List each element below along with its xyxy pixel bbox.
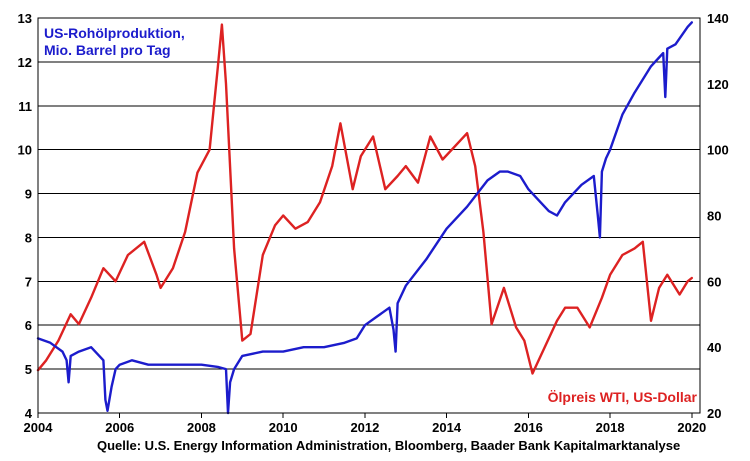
series-line-wti [36, 23, 693, 375]
x-tick-label: 2018 [596, 420, 625, 435]
left-tick-label: 11 [18, 99, 32, 114]
left-tick-label: 6 [25, 318, 32, 333]
grid [38, 61, 700, 370]
series-label-production: US-Rohölproduktion, Mio. Barrel pro Tag [44, 25, 189, 58]
right-axis: 20 40 60 80 100 120 140 [707, 11, 729, 421]
series-label-wti: Ölpreis WTI, US-Dollar [548, 389, 698, 405]
x-tick-label: 2020 [677, 420, 706, 435]
x-tick-label: 2010 [269, 420, 298, 435]
plot-frame [37, 17, 701, 414]
left-tick-label: 12 [18, 55, 32, 70]
x-tick-label: 2016 [514, 420, 543, 435]
right-tick-label: 60 [707, 274, 721, 289]
left-tick-label: 9 [25, 187, 32, 202]
left-tick-label: 13 [18, 11, 32, 26]
x-tick-label: 2004 [24, 420, 54, 435]
x-tick-label: 2008 [187, 420, 216, 435]
right-tick-label: 40 [707, 340, 721, 355]
series-label-production-line-1: US-Rohölproduktion, [44, 25, 185, 41]
right-tick-label: 100 [707, 143, 729, 158]
left-tick-label: 7 [25, 274, 32, 289]
left-tick-label: 4 [25, 406, 33, 421]
right-tick-label: 80 [707, 209, 721, 224]
right-tick-label: 120 [707, 77, 729, 92]
left-tick-label: 8 [25, 230, 32, 245]
x-tick-label: 2006 [105, 420, 134, 435]
series-layer [36, 21, 693, 415]
source-note: Quelle: U.S. Energy Information Administ… [97, 438, 680, 453]
right-tick-label: 20 [707, 406, 721, 421]
x-tick-label: 2012 [350, 420, 379, 435]
series-line-production [36, 21, 693, 415]
left-tick-label: 5 [25, 362, 32, 377]
right-tick-label: 140 [707, 11, 729, 26]
series-label-production-line-2: Mio. Barrel pro Tag [44, 42, 171, 58]
left-tick-label: 10 [18, 143, 32, 158]
x-axis: 2004 2006 2008 2010 2012 2014 2016 2018 2020 [24, 413, 706, 435]
series-label-wti-line-1: Ölpreis WTI, US-Dollar [548, 389, 698, 405]
left-axis: 4 5 6 7 8 9 10 11 12 13 [18, 11, 33, 421]
x-tick-label: 2014 [432, 420, 462, 435]
